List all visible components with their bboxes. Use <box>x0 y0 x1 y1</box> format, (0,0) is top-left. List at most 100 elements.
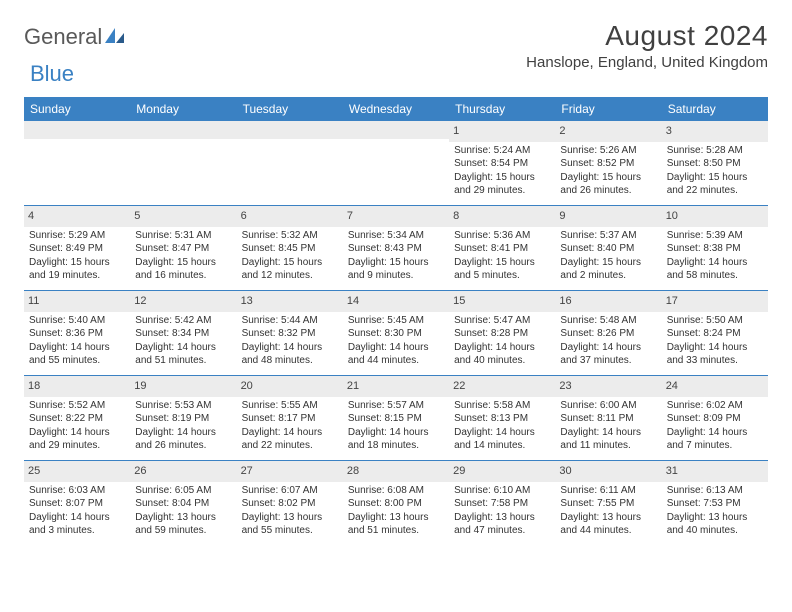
day-number: 21 <box>343 376 449 397</box>
sunset-text: Sunset: 8:45 PM <box>240 242 340 256</box>
day-number: 3 <box>662 121 768 142</box>
calendar-grid: Sunday Monday Tuesday Wednesday Thursday… <box>24 97 768 545</box>
sunset-text: Sunset: 8:07 PM <box>27 497 127 511</box>
day-cell: 30Sunrise: 6:11 AMSunset: 7:55 PMDayligh… <box>555 461 661 545</box>
day-number: 9 <box>555 206 661 227</box>
daylight-text: Daylight: 13 hours and 59 minutes. <box>133 511 233 538</box>
day-cell: 21Sunrise: 5:57 AMSunset: 8:15 PMDayligh… <box>343 376 449 460</box>
sunrise-text: Sunrise: 6:11 AM <box>558 484 658 498</box>
dow-monday: Monday <box>130 97 236 121</box>
dow-thursday: Thursday <box>449 97 555 121</box>
sunrise-text: Sunrise: 5:29 AM <box>27 229 127 243</box>
daylight-text: Daylight: 14 hours and 55 minutes. <box>27 341 127 368</box>
day-number <box>237 121 343 139</box>
day-cell <box>24 121 130 205</box>
day-number <box>24 121 130 139</box>
day-cell: 24Sunrise: 6:02 AMSunset: 8:09 PMDayligh… <box>662 376 768 460</box>
sunrise-text: Sunrise: 5:53 AM <box>133 399 233 413</box>
daylight-text: Daylight: 14 hours and 29 minutes. <box>27 426 127 453</box>
day-number: 23 <box>555 376 661 397</box>
week-row: 25Sunrise: 6:03 AMSunset: 8:07 PMDayligh… <box>24 461 768 545</box>
daylight-text: Daylight: 15 hours and 16 minutes. <box>133 256 233 283</box>
day-cell: 17Sunrise: 5:50 AMSunset: 8:24 PMDayligh… <box>662 291 768 375</box>
weeks-container: 1 Sunrise: 5:24 AMSunset: 8:54 PM Daylight… <box>24 121 768 545</box>
sunrise-text: Sunrise: 5:50 AM <box>665 314 765 328</box>
sunrise-text: Sunrise: 6:08 AM <box>346 484 446 498</box>
sunrise-text: Sunrise: 5:45 AM <box>346 314 446 328</box>
dow-sunday: Sunday <box>24 97 130 121</box>
sunset-text: Sunset: 8:41 PM <box>452 242 552 256</box>
sunrise-text: Sunrise: 5:24 AM <box>452 144 552 158</box>
week-row: 18Sunrise: 5:52 AMSunset: 8:22 PMDayligh… <box>24 376 768 461</box>
day-number: 16 <box>555 291 661 312</box>
day-cell: 16Sunrise: 5:48 AMSunset: 8:26 PMDayligh… <box>555 291 661 375</box>
sunrise-text: Sunrise: 5:55 AM <box>240 399 340 413</box>
day-number: 6 <box>237 206 343 227</box>
day-number <box>130 121 236 139</box>
sunset-text: Sunset: 8:52 PM <box>558 157 658 171</box>
day-number: 1 <box>449 121 555 142</box>
daylight-text: Daylight: 15 hours and 5 minutes. <box>452 256 552 283</box>
sunset-text: Sunset: 8:04 PM <box>133 497 233 511</box>
sunset-text: Sunset: 8:54 PM <box>452 157 552 171</box>
day-number: 17 <box>662 291 768 312</box>
day-number: 5 <box>130 206 236 227</box>
logo-text-general: General <box>24 24 102 50</box>
sunset-text: Sunset: 8:02 PM <box>240 497 340 511</box>
title-block: August 2024 Hanslope, England, United Ki… <box>526 20 768 71</box>
logo-text-blue: Blue <box>30 61 74 87</box>
sunset-text: Sunset: 8:17 PM <box>240 412 340 426</box>
day-cell <box>343 121 449 205</box>
daylight-text: Daylight: 13 hours and 51 minutes. <box>346 511 446 538</box>
day-cell: 25Sunrise: 6:03 AMSunset: 8:07 PMDayligh… <box>24 461 130 545</box>
daylight-text: Daylight: 15 hours and 2 minutes. <box>558 256 658 283</box>
day-number: 10 <box>662 206 768 227</box>
day-cell: 18Sunrise: 5:52 AMSunset: 8:22 PMDayligh… <box>24 376 130 460</box>
dow-wednesday: Wednesday <box>343 97 449 121</box>
day-cell: 11Sunrise: 5:40 AMSunset: 8:36 PMDayligh… <box>24 291 130 375</box>
logo: General <box>24 20 126 50</box>
sunset-text: Sunset: 8:32 PM <box>240 327 340 341</box>
day-cell: 14Sunrise: 5:45 AMSunset: 8:30 PMDayligh… <box>343 291 449 375</box>
sunrise-text: Sunrise: 5:32 AM <box>240 229 340 243</box>
daylight-text: Daylight: 15 hours and 19 minutes. <box>27 256 127 283</box>
day-cell: 5Sunrise: 5:31 AMSunset: 8:47 PMDaylight… <box>130 206 236 290</box>
sunset-text: Sunset: 8:40 PM <box>558 242 658 256</box>
sunrise-text: Sunrise: 6:02 AM <box>665 399 765 413</box>
day-cell: 10Sunrise: 5:39 AMSunset: 8:38 PMDayligh… <box>662 206 768 290</box>
day-cell: 29Sunrise: 6:10 AMSunset: 7:58 PMDayligh… <box>449 461 555 545</box>
day-cell: 19Sunrise: 5:53 AMSunset: 8:19 PMDayligh… <box>130 376 236 460</box>
logo-sail-icon <box>104 27 126 45</box>
month-title: August 2024 <box>526 20 768 52</box>
day-cell: 2Sunrise: 5:26 AMSunset: 8:52 PMDaylight… <box>555 121 661 205</box>
day-number: 26 <box>130 461 236 482</box>
day-cell: 23Sunrise: 6:00 AMSunset: 8:11 PMDayligh… <box>555 376 661 460</box>
calendar-page: General August 2024 Hanslope, England, U… <box>0 0 792 555</box>
daylight-text: Daylight: 14 hours and 51 minutes. <box>133 341 233 368</box>
sunset-text: Sunset: 8:13 PM <box>452 412 552 426</box>
day-number: 15 <box>449 291 555 312</box>
day-number: 18 <box>24 376 130 397</box>
daylight-text: Daylight: 14 hours and 48 minutes. <box>240 341 340 368</box>
day-cell: 27Sunrise: 6:07 AMSunset: 8:02 PMDayligh… <box>237 461 343 545</box>
day-number: 4 <box>24 206 130 227</box>
day-cell <box>130 121 236 205</box>
day-cell: 26Sunrise: 6:05 AMSunset: 8:04 PMDayligh… <box>130 461 236 545</box>
sunset-text: Sunset: 8:11 PM <box>558 412 658 426</box>
sunrise-text: Sunrise: 5:31 AM <box>133 229 233 243</box>
dow-tuesday: Tuesday <box>237 97 343 121</box>
day-number: 22 <box>449 376 555 397</box>
daylight-text: Daylight: 14 hours and 40 minutes. <box>452 341 552 368</box>
daylight-text: Daylight: 15 hours and 22 minutes. <box>665 171 765 198</box>
day-number <box>343 121 449 139</box>
day-number: 2 <box>555 121 661 142</box>
day-cell: 13Sunrise: 5:44 AMSunset: 8:32 PMDayligh… <box>237 291 343 375</box>
week-row: 1 Sunrise: 5:24 AMSunset: 8:54 PM Daylight… <box>24 121 768 206</box>
daylight-text: Daylight: 13 hours and 55 minutes. <box>240 511 340 538</box>
daylight-text: Daylight: 14 hours and 18 minutes. <box>346 426 446 453</box>
day-number: 14 <box>343 291 449 312</box>
sunset-text: Sunset: 7:53 PM <box>665 497 765 511</box>
sunset-text: Sunset: 7:58 PM <box>452 497 552 511</box>
day-cell: 12Sunrise: 5:42 AMSunset: 8:34 PMDayligh… <box>130 291 236 375</box>
daylight-text: Daylight: 14 hours and 7 minutes. <box>665 426 765 453</box>
